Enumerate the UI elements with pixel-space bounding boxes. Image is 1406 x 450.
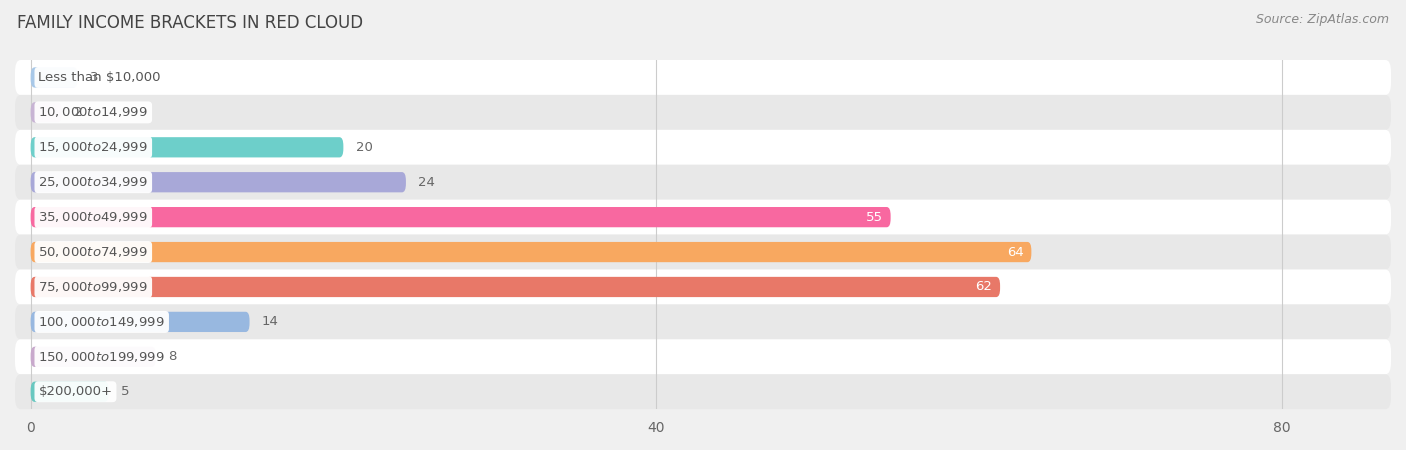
Text: $15,000 to $24,999: $15,000 to $24,999 bbox=[38, 140, 148, 154]
FancyBboxPatch shape bbox=[31, 277, 1000, 297]
FancyBboxPatch shape bbox=[15, 305, 1391, 339]
Text: Less than $10,000: Less than $10,000 bbox=[38, 71, 160, 84]
FancyBboxPatch shape bbox=[15, 270, 1391, 305]
FancyBboxPatch shape bbox=[31, 242, 1032, 262]
FancyBboxPatch shape bbox=[15, 130, 1391, 165]
Text: 55: 55 bbox=[866, 211, 883, 224]
FancyBboxPatch shape bbox=[15, 234, 1391, 270]
Text: $50,000 to $74,999: $50,000 to $74,999 bbox=[38, 245, 148, 259]
FancyBboxPatch shape bbox=[31, 68, 77, 88]
FancyBboxPatch shape bbox=[15, 60, 1391, 95]
FancyBboxPatch shape bbox=[31, 207, 890, 227]
Text: $35,000 to $49,999: $35,000 to $49,999 bbox=[38, 210, 148, 224]
Text: FAMILY INCOME BRACKETS IN RED CLOUD: FAMILY INCOME BRACKETS IN RED CLOUD bbox=[17, 14, 363, 32]
Text: 24: 24 bbox=[419, 176, 436, 189]
Text: $25,000 to $34,999: $25,000 to $34,999 bbox=[38, 175, 148, 189]
FancyBboxPatch shape bbox=[15, 374, 1391, 409]
Text: 8: 8 bbox=[169, 350, 177, 363]
Text: $200,000+: $200,000+ bbox=[38, 385, 112, 398]
FancyBboxPatch shape bbox=[15, 165, 1391, 200]
Text: 62: 62 bbox=[976, 280, 993, 293]
FancyBboxPatch shape bbox=[31, 102, 62, 122]
FancyBboxPatch shape bbox=[31, 382, 108, 402]
Text: 20: 20 bbox=[356, 141, 373, 154]
Text: 2: 2 bbox=[75, 106, 83, 119]
FancyBboxPatch shape bbox=[15, 200, 1391, 234]
FancyBboxPatch shape bbox=[31, 172, 406, 192]
Text: $150,000 to $199,999: $150,000 to $199,999 bbox=[38, 350, 165, 364]
FancyBboxPatch shape bbox=[31, 346, 156, 367]
Text: $75,000 to $99,999: $75,000 to $99,999 bbox=[38, 280, 148, 294]
Text: 64: 64 bbox=[1007, 246, 1024, 259]
Text: $10,000 to $14,999: $10,000 to $14,999 bbox=[38, 105, 148, 119]
Text: $100,000 to $149,999: $100,000 to $149,999 bbox=[38, 315, 165, 329]
FancyBboxPatch shape bbox=[31, 312, 249, 332]
FancyBboxPatch shape bbox=[15, 95, 1391, 130]
FancyBboxPatch shape bbox=[31, 137, 343, 158]
FancyBboxPatch shape bbox=[15, 339, 1391, 374]
Text: 3: 3 bbox=[90, 71, 98, 84]
Text: 14: 14 bbox=[262, 315, 278, 328]
Text: 5: 5 bbox=[121, 385, 129, 398]
Text: Source: ZipAtlas.com: Source: ZipAtlas.com bbox=[1256, 14, 1389, 27]
